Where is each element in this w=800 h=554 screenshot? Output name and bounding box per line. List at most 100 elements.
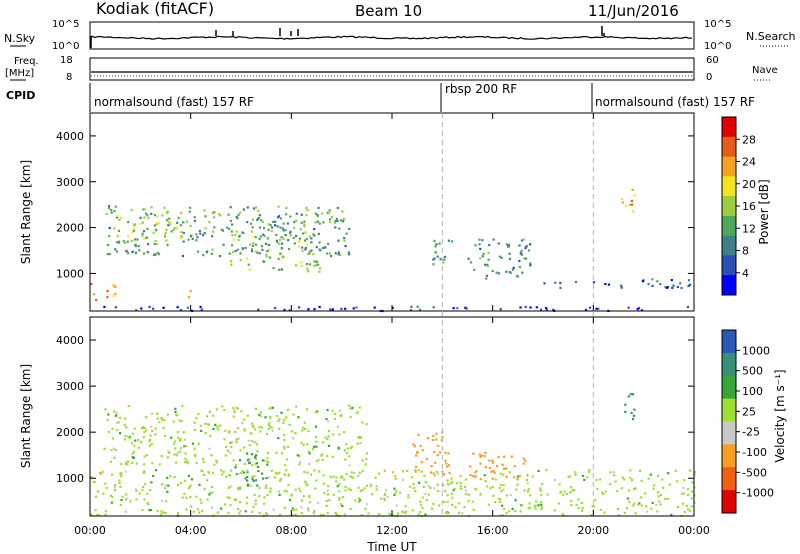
heatmap-cell <box>302 426 305 429</box>
heatmap-cell <box>529 264 532 267</box>
heatmap-cell <box>147 217 150 220</box>
heatmap-cell <box>332 493 335 496</box>
heatmap-cell <box>152 231 155 234</box>
heatmap-cell <box>182 240 185 243</box>
heatmap-cell <box>131 461 134 464</box>
heatmap-cell <box>322 513 325 516</box>
heatmap-cell <box>499 472 503 475</box>
heatmap-cell <box>312 253 315 256</box>
heatmap-cell <box>265 514 268 517</box>
mode-boundaries <box>441 113 594 516</box>
heatmap-cell <box>300 499 304 502</box>
heatmap-cell <box>246 484 250 487</box>
heatmap-cell <box>620 487 623 490</box>
heatmap-cell <box>125 426 128 429</box>
heatmap-cell <box>165 211 169 214</box>
heatmap-cell <box>414 490 417 493</box>
heatmap-cell <box>201 510 204 513</box>
heatmap-cell <box>659 283 662 286</box>
heatmap-cell <box>149 434 152 437</box>
heatmap-cell <box>310 249 313 252</box>
heatmap-cell <box>538 488 541 491</box>
heatmap-cell <box>313 510 316 513</box>
heatmap-cell <box>230 263 233 266</box>
heatmap-cell <box>315 425 318 428</box>
heatmap-cell <box>287 484 290 487</box>
heatmap-cell <box>230 260 233 263</box>
heatmap-cell <box>486 263 489 266</box>
heatmap-cell <box>486 485 489 488</box>
heatmap-cell <box>433 487 436 490</box>
freq-label-line2: [MHz] <box>5 68 34 79</box>
heatmap-cell <box>414 454 418 457</box>
heatmap-cell <box>455 482 459 485</box>
heatmap-cell <box>166 243 169 246</box>
heatmap-cell <box>620 286 623 289</box>
heatmap-cell <box>313 228 316 231</box>
heatmap-cell <box>514 510 517 513</box>
heatmap-cell <box>691 490 694 493</box>
heatmap-cell <box>264 242 268 245</box>
heatmap-cell <box>306 270 309 273</box>
heatmap-cell <box>349 489 353 492</box>
heatmap-cell <box>526 474 529 477</box>
heatmap-cell <box>342 217 345 220</box>
cpid-segment-1: normalsound (fast) 157 RF <box>94 95 254 109</box>
heatmap-cell <box>417 433 420 436</box>
heatmap-cell <box>326 493 329 496</box>
heatmap-cell <box>188 486 191 489</box>
heatmap-cell <box>523 489 526 492</box>
heatmap-cell <box>306 484 309 487</box>
heatmap-cell <box>461 512 464 515</box>
heatmap-cell <box>352 406 355 409</box>
heatmap-cell <box>664 497 667 500</box>
heatmap-cell <box>153 224 156 227</box>
heatmap-cell <box>361 469 364 472</box>
heatmap-cell <box>319 513 322 516</box>
heatmap-cell <box>474 488 477 491</box>
heatmap-cell <box>270 230 273 233</box>
heatmap-cell <box>216 428 219 431</box>
heatmap-cell <box>137 439 140 442</box>
heatmap-cell <box>140 307 143 310</box>
heatmap-cell <box>150 425 153 428</box>
heatmap-cell <box>186 306 189 309</box>
heatmap-cell <box>316 410 319 413</box>
heatmap-cell <box>360 514 363 517</box>
heatmap-cell <box>236 217 239 220</box>
heatmap-cell <box>237 508 240 511</box>
heatmap-cell <box>285 458 289 461</box>
heatmap-cell <box>308 251 311 254</box>
heatmap-cell <box>208 423 211 426</box>
heatmap-cell <box>620 284 623 287</box>
heatmap-cell <box>258 486 261 489</box>
heatmap-cell <box>117 229 120 232</box>
heatmap-cell <box>187 296 191 299</box>
heatmap-cell <box>430 507 434 510</box>
heatmap-cell <box>257 209 260 212</box>
heatmap-cell <box>231 223 234 226</box>
heatmap-cell <box>253 475 256 478</box>
heatmap-cell <box>355 306 358 309</box>
velocity-heatmap <box>90 393 697 518</box>
heatmap-cell <box>160 454 163 458</box>
heatmap-cell <box>211 248 214 251</box>
heatmap-cell <box>435 470 438 473</box>
heatmap-cell <box>404 510 408 513</box>
heatmap-cell <box>429 486 432 489</box>
heatmap-cell <box>210 252 213 255</box>
heatmap-cell <box>167 450 170 453</box>
heatmap-cell <box>138 249 141 252</box>
heatmap-cell <box>527 488 530 491</box>
heatmap-cell <box>237 213 240 216</box>
heatmap-cell <box>229 504 232 507</box>
heatmap-cell <box>670 279 673 282</box>
heatmap-cell <box>278 238 282 241</box>
heatmap-cell <box>492 494 495 497</box>
x-tick-label: 00:00 <box>678 524 710 537</box>
heatmap-cell <box>527 507 530 510</box>
heatmap-cell <box>234 250 237 253</box>
heatmap-cell <box>230 230 233 233</box>
heatmap-cell <box>199 424 202 427</box>
heatmap-cell <box>141 232 144 235</box>
